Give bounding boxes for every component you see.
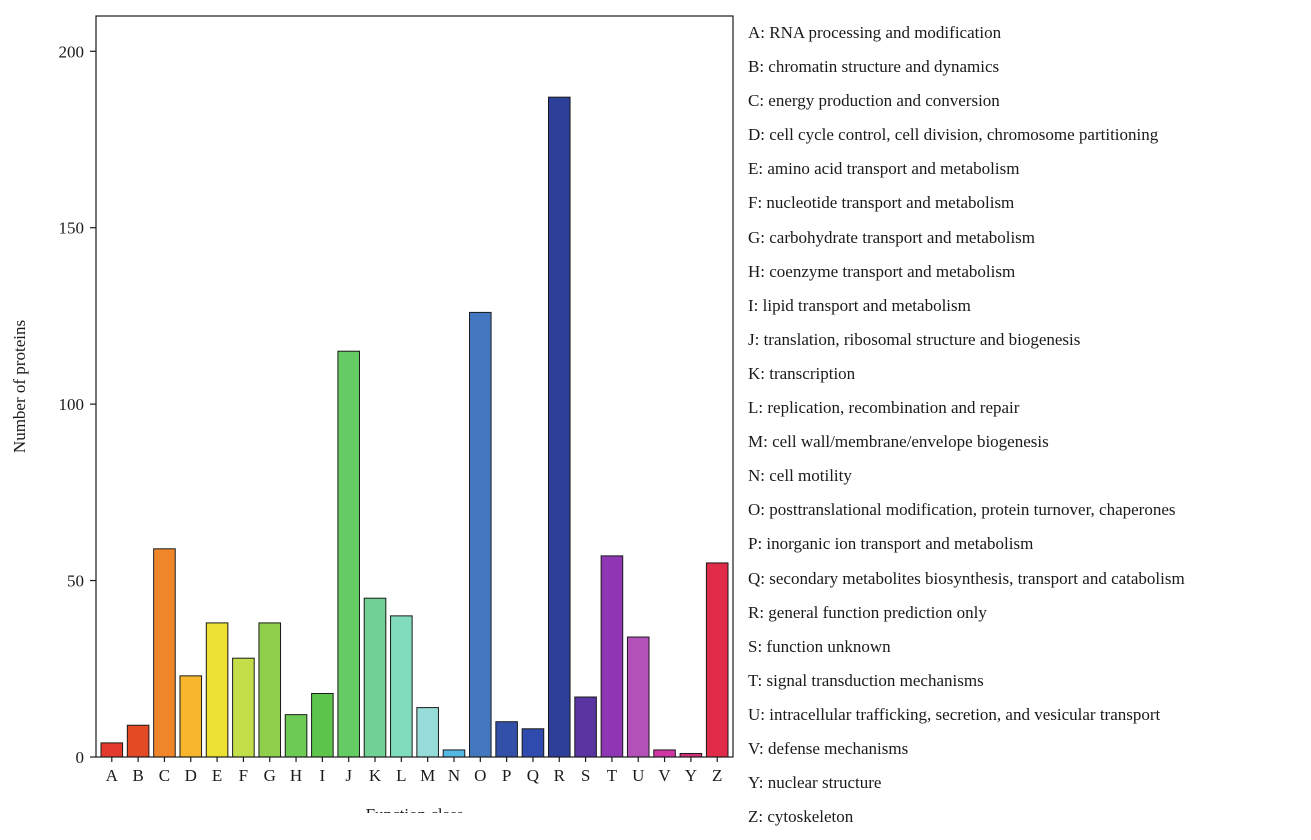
x-tick-label-R: R [554,766,566,785]
x-tick-label-D: D [185,766,197,785]
y-axis: 0 50 100 150 200 [59,42,96,767]
x-tick-label-H: H [290,766,302,785]
legend: A: RNA processing and modification B: chr… [748,22,1185,840]
y-tick-label: 50 [67,572,84,591]
bar-T [600,555,624,758]
legend-item-R: R: general function prediction only [748,602,987,622]
bar-S [574,696,597,758]
legend-item-G: G: carbohydrate transport and metabolism [748,227,1036,247]
bar-L [390,615,413,758]
legend-item-L: L: replication, recombination and repair [748,398,1020,418]
bar-R [547,96,571,758]
legend-item-D: D: cell cycle control, cell division, ch… [748,125,1159,145]
x-tick-label-Q: Q [527,766,539,785]
bars [100,96,729,758]
bar-A [100,742,124,758]
legend-item-I: I: lipid transport and metabolism [748,295,971,315]
legend-item-N: N: cell motility [748,466,852,486]
bar-O [469,311,492,758]
legend-item-K: K: transcription [748,363,856,383]
x-tick-label-Y: Y [685,766,697,785]
legend-item-U: U: intracellular trafficking, secretion,… [748,704,1161,724]
x-tick-label-G: G [264,766,276,785]
bar-K [363,597,387,758]
y-tick-label: 100 [59,395,85,414]
x-tick-label-T: T [607,766,618,785]
bar-Z [705,562,729,758]
y-tick-label: 0 [76,748,85,767]
legend-item-Y: Y: nuclear structure [748,773,882,793]
x-tick-label-V: V [658,766,671,785]
bar-C [153,548,176,758]
legend-item-M: M: cell wall/membrane/envelope biogenesi… [748,432,1049,452]
bar-I [311,692,334,758]
x-tick-label-M: M [420,766,435,785]
legend-item-H: H: coenzyme transport and metabolism [748,261,1016,281]
x-tick-label-F: F [239,766,248,785]
bar-U [626,636,650,758]
plot-frame [95,15,734,758]
bar-D [179,675,203,758]
x-tick-label-K: K [369,766,382,785]
legend-item-O: O: posttranslational modification, prote… [748,500,1176,520]
legend-item-S: S: function unknown [748,636,891,656]
legend-item-A: A: RNA processing and modification [748,23,1002,42]
x-tick-label-P: P [502,766,511,785]
x-axis-label: Function class [366,805,464,813]
bar-B [126,724,150,758]
bar-M [416,707,439,758]
bar-V [653,749,676,758]
legend-item-B: B: chromatin structure and dynamics [748,57,1000,77]
x-tick-label-J: J [345,766,352,785]
bar-H [284,714,308,758]
x-tick-label-L: L [396,766,406,785]
legend-item-Z: Z: cytoskeleton [748,807,854,827]
bar-J [337,350,360,758]
legend-item-F: F: nucleotide transport and metabolism [748,193,1015,213]
x-tick-label-E: E [212,766,222,785]
bar-E [205,622,229,758]
legend-item-E: E: amino acid transport and metabolism [748,159,1020,179]
x-tick-label-B: B [132,766,143,785]
y-tick-label: 200 [59,42,85,61]
bar-N [442,749,466,758]
bar-F [232,657,255,758]
legend-item-C: C: energy production and conversion [748,91,1000,111]
x-tick-label-C: C [159,766,170,785]
legend-item-T: T: signal transduction mechanisms [748,670,984,690]
legend-item-J: J: translation, ribosomal structure and … [748,329,1081,349]
x-tick-label-S: S [581,766,590,785]
x-tick-label-U: U [632,766,644,785]
legend-item-P: P: inorganic ion transport and metabolis… [748,534,1034,554]
x-tick-label-O: O [474,766,486,785]
x-tick-label-I: I [320,766,326,785]
bar-Q [521,728,545,758]
y-axis-label: Number of proteins [10,320,29,453]
x-tick-label-N: N [448,766,460,785]
bar-G [258,622,282,758]
x-tick-label-Z: Z [712,766,722,785]
bar-P [495,721,518,758]
y-tick-label: 150 [59,219,85,238]
legend-item-Q: Q: secondary metabolites biosynthesis, t… [748,568,1185,588]
legend-item-V: V: defense mechanisms [748,738,909,758]
x-tick-label-A: A [106,766,119,785]
